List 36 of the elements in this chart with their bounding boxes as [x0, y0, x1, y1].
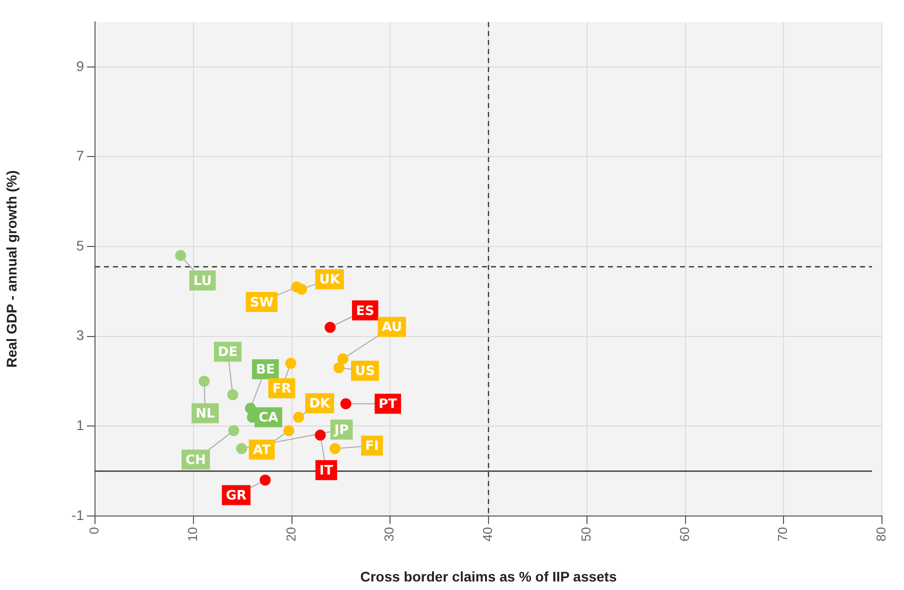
series-label: FR [272, 382, 292, 397]
y-tick-label: 7 [76, 148, 84, 164]
y-tick-label: 9 [76, 58, 84, 74]
text: DE [218, 345, 238, 360]
series-label: LU [193, 274, 212, 289]
x-axis-title: Cross border claims as % of IIP assets [360, 568, 617, 584]
y-tick-label: -1 [72, 506, 84, 523]
x-tick-label: 40 [480, 527, 496, 542]
series-label: CA [258, 410, 278, 426]
series-label: AT [252, 443, 271, 458]
x-tick-label: 10 [184, 527, 200, 542]
x-tick-label: 70 [775, 527, 790, 542]
series-label: NL [196, 406, 215, 422]
series-label: US [355, 364, 375, 380]
y-tick-label: 1 [76, 417, 84, 434]
series-label: UK [319, 272, 341, 288]
series-label: SW [250, 295, 274, 310]
y-tick-label: 3 [76, 327, 84, 344]
text: JP [333, 423, 349, 438]
x-tick-label: 20 [283, 527, 298, 542]
text: CH [186, 453, 206, 468]
series-label: DK [309, 396, 331, 412]
y-tick-label: 5 [76, 237, 84, 254]
x-tick-label: 50 [578, 527, 594, 542]
series-label: GR [226, 488, 247, 504]
text: PT [378, 397, 398, 412]
series-label: IT [319, 464, 334, 479]
text: BE [256, 362, 275, 378]
text: AU [382, 320, 402, 336]
x-tick-label: 30 [382, 527, 397, 542]
series-label: FI [365, 439, 379, 454]
x-tick-label: 60 [676, 527, 692, 542]
x-tick-label: 0 [86, 527, 102, 534]
series-label: ES [356, 304, 374, 319]
x-tick-label: 80 [874, 527, 889, 542]
y-axis-title: Real GDP - annual growth (%) [3, 170, 20, 368]
